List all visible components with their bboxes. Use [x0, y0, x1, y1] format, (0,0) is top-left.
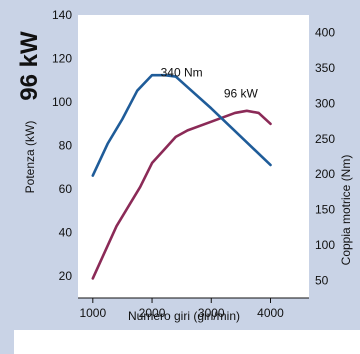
headline-power: 96 kW	[16, 31, 43, 101]
x-tick-label: 3000	[198, 306, 225, 320]
x-tick-label: 2000	[139, 306, 166, 320]
right-y-tick-label: 200	[315, 167, 335, 181]
annotation-label: 340 Nm	[161, 66, 203, 80]
left-color-strip	[0, 0, 14, 354]
y-axis-left-title: Potenza (kW)	[23, 121, 37, 194]
left-y-tick-labels: 20 40 60 80 100 120 140	[52, 8, 72, 283]
right-y-tick-label: 150	[315, 203, 335, 217]
x-tick-label: 4000	[257, 306, 284, 320]
y-axis-right-title: Coppia motrice (Nm)	[339, 155, 353, 266]
annotation-label: 96 kW	[224, 87, 259, 101]
torque-curve	[91, 73, 272, 177]
right-y-tick-label: 250	[315, 132, 335, 146]
chart-panel: 1000 2000 3000 4000 20 40 60 80 100 120 140 50 100…	[14, 0, 360, 330]
series-layer	[91, 73, 272, 280]
left-y-tick-label: 40	[59, 226, 73, 240]
right-y-tick-label: 50	[315, 273, 329, 287]
right-y-tick-label: 350	[315, 61, 335, 75]
annotations: 96 kW 340 Nm	[161, 66, 259, 101]
left-y-tick-label: 20	[59, 269, 73, 283]
left-y-tick-label: 100	[52, 95, 72, 109]
left-y-tick-label: 120	[52, 52, 72, 66]
left-y-tick-label: 80	[59, 139, 73, 153]
right-y-tick-label: 400	[315, 26, 335, 40]
left-y-tick-label: 140	[52, 8, 72, 22]
chart-svg: 1000 2000 3000 4000 20 40 60 80 100 120 140 50 100…	[16, 8, 353, 323]
left-y-tick-label: 60	[59, 182, 73, 196]
right-y-tick-label: 100	[315, 238, 335, 252]
x-tick-labels: 1000 2000 3000 4000	[79, 298, 284, 320]
power-curve	[91, 109, 272, 280]
right-y-tick-labels: 50 100 150 200 250 300 350 400	[315, 26, 335, 288]
x-tick-label: 1000	[79, 306, 106, 320]
plot-area	[78, 15, 309, 298]
right-y-tick-label: 300	[315, 96, 335, 110]
x-axis-title: Numero giri (giri/min)	[128, 309, 240, 323]
